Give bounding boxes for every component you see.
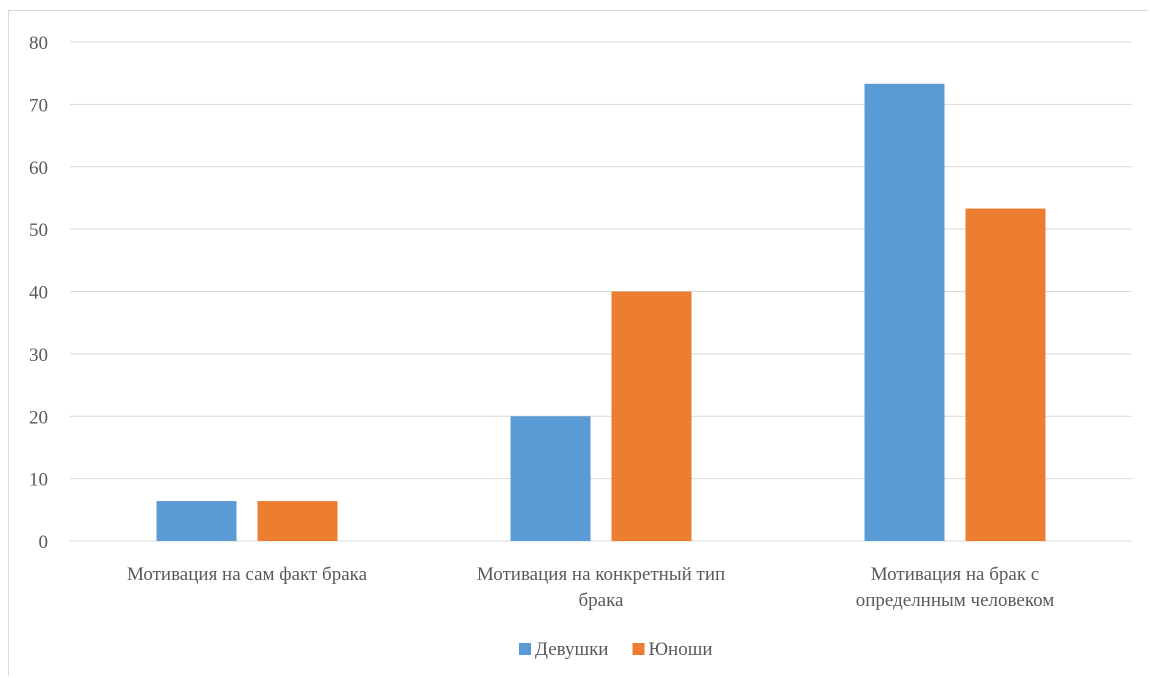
bar-devushki	[864, 83, 945, 541]
bar-yunoshi	[257, 501, 338, 541]
bar-devushki	[156, 501, 237, 541]
y-axis-ticks: 0 10 20 30 40 50 60 70 80	[29, 33, 48, 553]
bar-yunoshi	[611, 291, 692, 541]
bars	[156, 83, 1046, 541]
y-tick-label: 20	[29, 407, 48, 428]
x-category-label: Мотивация на конкретный тип	[477, 564, 725, 585]
bar-devushki	[510, 416, 591, 541]
x-category-label: определнным человеком	[856, 590, 1055, 611]
y-tick-label: 70	[29, 95, 48, 116]
y-tick-label: 80	[29, 33, 48, 54]
gridlines	[70, 41, 1132, 542]
legend: Девушки Юноши	[519, 639, 713, 660]
chart-frame	[8, 10, 1148, 676]
y-tick-label: 60	[29, 158, 48, 179]
x-category-label: Мотивация на сам факт брака	[127, 564, 368, 585]
legend-label-yunoshi: Юноши	[649, 639, 713, 660]
y-tick-label: 50	[29, 220, 48, 241]
legend-label-devushki: Девушки	[535, 639, 608, 660]
x-category-label: Мотивация на брак с	[871, 564, 1040, 585]
legend-swatch-yunoshi	[632, 643, 645, 655]
y-tick-label: 10	[29, 470, 48, 491]
legend-swatch-devushki	[519, 643, 531, 655]
bar-yunoshi	[965, 208, 1046, 541]
y-tick-label: 0	[39, 532, 49, 553]
y-tick-label: 40	[29, 283, 48, 304]
y-tick-label: 30	[29, 345, 48, 366]
x-category-label: брака	[579, 590, 625, 611]
x-axis-labels: Мотивация на сам факт брака Мотивация на …	[127, 564, 1054, 611]
